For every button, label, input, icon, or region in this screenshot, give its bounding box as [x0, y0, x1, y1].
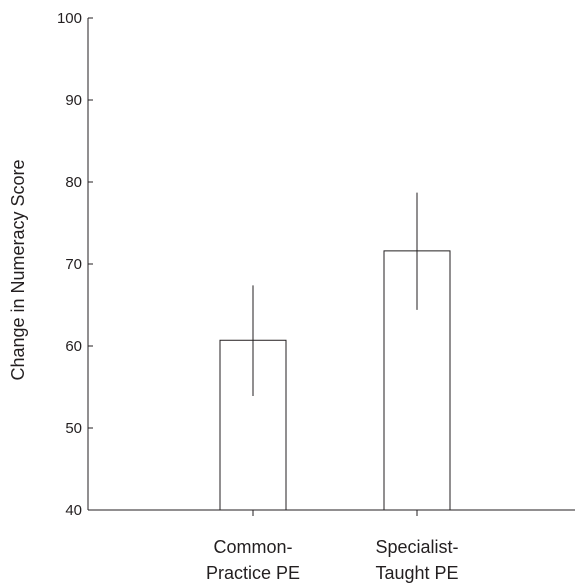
category-label: Common- Practice PE — [206, 537, 300, 583]
y-axis: 40 50 60 70 80 90 100 — [57, 10, 93, 519]
y-axis-title: Change in Numeracy Score — [8, 159, 28, 380]
y-tick-label: 60 — [65, 338, 82, 355]
y-tick-label: 80 — [65, 174, 82, 191]
y-tick-label: 70 — [65, 256, 82, 273]
category-label-line: Practice PE — [206, 563, 300, 583]
category-label: Specialist- Taught PE — [375, 537, 458, 583]
x-axis — [88, 509, 575, 516]
category-label-line: Specialist- — [375, 537, 458, 557]
category-label-line: Common- — [213, 537, 292, 557]
y-tick-label: 100 — [57, 10, 82, 27]
category-label-line: Taught PE — [375, 563, 458, 583]
category-labels: Common- Practice PE Specialist- Taught PE — [206, 537, 459, 583]
y-tick-label: 40 — [65, 502, 82, 519]
y-tick-label: 90 — [65, 92, 82, 109]
y-tick-label: 50 — [65, 420, 82, 437]
bars — [219, 192, 451, 511]
